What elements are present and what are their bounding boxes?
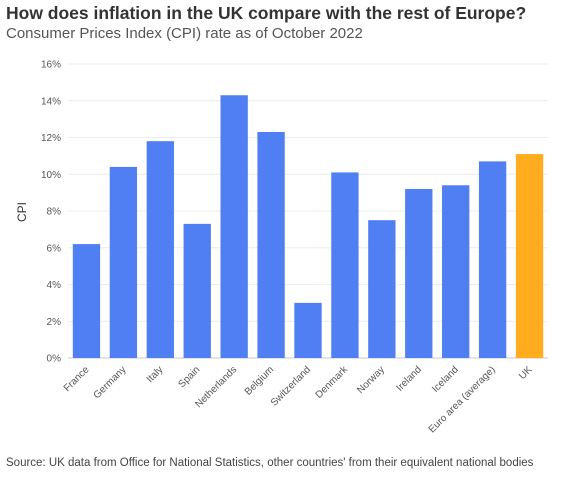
chart-subtitle: Consumer Prices Index (CPI) rate as of O… (6, 25, 363, 42)
x-tick-label: Belgium (243, 364, 276, 397)
bar-netherlands (220, 95, 248, 359)
source-note: Source: UK data from Office for National… (6, 457, 534, 469)
bar-euro-area-average (478, 161, 507, 358)
bar-ireland (405, 188, 433, 358)
x-tick-label: Spain (176, 364, 202, 390)
x-tick-label: UK (517, 364, 535, 382)
y-axis-ticks: 0% 2% 4% 6% 8% 10% 12% 14% 16% (41, 60, 61, 365)
bar-iceland (442, 185, 470, 358)
x-tick-label: Germany (92, 364, 129, 401)
x-tick-label: Ireland (394, 364, 423, 393)
y-tick-label: 10% (41, 170, 61, 181)
bars (72, 95, 544, 359)
y-tick-label: 6% (47, 243, 62, 254)
x-tick-label: Norway (355, 364, 387, 396)
x-tick-label: Denmark (314, 364, 351, 401)
y-tick-label: 4% (47, 280, 62, 291)
bar-norway (368, 220, 396, 358)
x-tick-label: Switzerland (269, 364, 313, 408)
y-tick-label: 0% (47, 354, 62, 365)
bar-france (72, 244, 101, 358)
bar-germany (109, 166, 138, 358)
bar-italy (146, 141, 174, 358)
bar-belgium (257, 131, 285, 358)
bar-spain (183, 223, 211, 358)
chart-title: How does inflation in the UK compare wit… (6, 3, 527, 23)
y-tick-label: 8% (47, 207, 62, 218)
y-axis-title: CPI (15, 202, 29, 222)
bar-denmark (331, 172, 359, 358)
y-tick-label: 2% (47, 317, 62, 328)
y-tick-label: 16% (41, 60, 61, 71)
x-tick-label: Euro area (average) (427, 364, 498, 435)
x-tick-label: Iceland (430, 364, 461, 395)
bar-uk (515, 154, 544, 358)
x-tick-label: France (62, 364, 92, 394)
y-tick-label: 14% (41, 96, 61, 107)
y-tick-label: 12% (41, 133, 61, 144)
x-tick-label: Italy (145, 364, 166, 385)
bar-switzerland (294, 302, 322, 358)
